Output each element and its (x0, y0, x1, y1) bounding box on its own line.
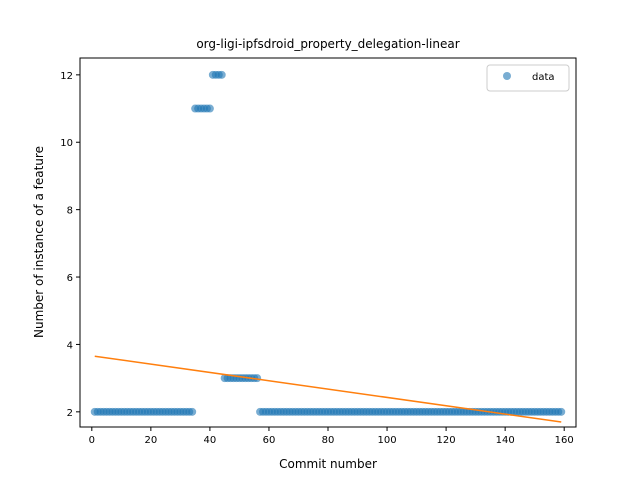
x-tick-label: 80 (322, 435, 335, 446)
x-tick-label: 40 (204, 435, 217, 446)
x-axis-label: Commit number (279, 457, 377, 471)
y-axis: 2 4 6 8 10 12 (60, 71, 80, 419)
x-tick-label: 60 (263, 435, 276, 446)
x-tick-label: 20 (144, 435, 157, 446)
y-tick-label: 6 (67, 273, 73, 284)
data-point (205, 104, 214, 113)
data-point (557, 407, 566, 416)
legend-label: data (532, 72, 555, 83)
x-tick-label: 160 (555, 435, 574, 446)
x-tick-label: 100 (378, 435, 397, 446)
legend-marker (503, 72, 511, 80)
data-point (188, 407, 197, 416)
y-tick-label: 12 (60, 71, 73, 82)
legend: data (486, 64, 570, 92)
y-tick-label: 4 (67, 340, 73, 351)
x-tick-label: 0 (89, 435, 95, 446)
x-tick-label: 140 (496, 435, 515, 446)
data-point (217, 70, 226, 79)
legend-box (486, 64, 570, 92)
regression-line (94, 355, 562, 423)
x-tick-label: 120 (437, 435, 456, 446)
y-axis-label: Number of instance of a feature (32, 146, 46, 338)
plot-area (90, 70, 566, 423)
y-tick-label: 8 (67, 206, 73, 217)
y-tick-label: 2 (67, 408, 73, 419)
chart-title: org-ligi-ipfsdroid_property_delegation-l… (196, 37, 459, 51)
y-tick-label: 10 (60, 138, 73, 149)
x-axis: 0 20 40 60 80 100 120 140 160 (89, 427, 574, 446)
